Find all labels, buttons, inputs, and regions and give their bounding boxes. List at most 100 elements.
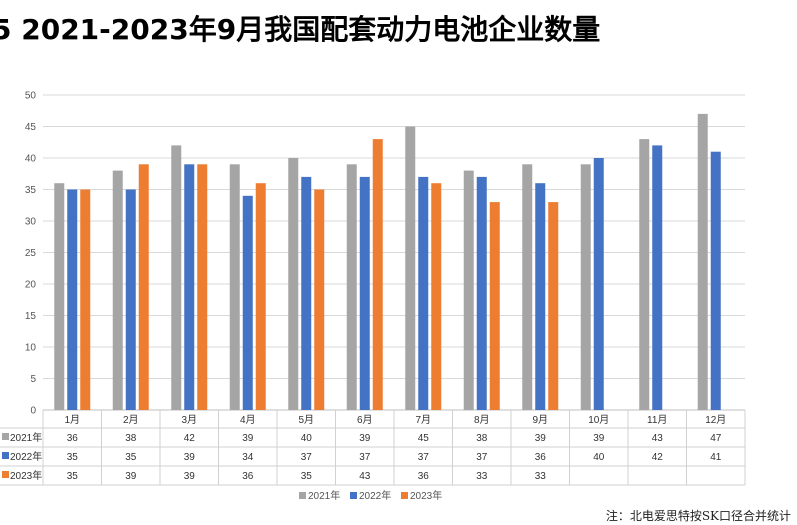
bar	[80, 189, 91, 410]
category-label: 3月	[181, 414, 197, 426]
bar	[138, 164, 149, 410]
bar	[314, 189, 325, 410]
y-tick-label: 10	[25, 343, 37, 354]
data-label: 39	[535, 433, 547, 444]
data-label: 39	[359, 433, 371, 444]
data-label: 41	[710, 452, 722, 463]
legend-label: 2022年	[359, 489, 391, 502]
bar	[548, 202, 559, 410]
y-tick-label: 0	[30, 406, 36, 417]
bar	[476, 176, 487, 410]
bar	[171, 145, 182, 410]
category-label: 11月	[647, 414, 667, 426]
category-label: 10月	[588, 414, 609, 426]
data-label: 39	[593, 433, 605, 444]
data-label: 36	[242, 471, 254, 482]
y-tick-label: 5	[30, 374, 36, 385]
data-label: 40	[301, 433, 313, 444]
data-label: 33	[476, 471, 488, 482]
data-label: 40	[593, 452, 605, 463]
y-tick-label: 20	[25, 280, 37, 291]
series-label: 2022年	[10, 450, 42, 463]
data-label: 39	[184, 471, 196, 482]
bar	[346, 164, 357, 410]
y-tick-label: 30	[25, 217, 37, 228]
bar	[125, 189, 136, 410]
category-label: 8月	[474, 414, 490, 426]
data-label: 37	[301, 452, 313, 463]
data-label: 33	[535, 471, 547, 482]
category-label: 12月	[705, 414, 726, 426]
source-note: 注：北电爱思特按SK口径合并统计	[605, 509, 791, 523]
legend-label: 2021年	[308, 489, 340, 502]
data-label: 45	[418, 433, 430, 444]
y-tick-label: 50	[25, 91, 37, 102]
bar	[67, 189, 78, 410]
bar	[288, 158, 299, 410]
data-label: 34	[242, 452, 254, 463]
data-label: 42	[652, 452, 664, 463]
chart-title: 5 2021-2023年9月我国配套动力电池企业数量	[0, 13, 601, 46]
data-label: 35	[67, 471, 79, 482]
data-label: 35	[67, 452, 79, 463]
bar	[652, 145, 663, 410]
bar	[580, 164, 591, 410]
data-label: 37	[418, 452, 430, 463]
data-label: 42	[184, 433, 196, 444]
bar	[112, 170, 123, 410]
legend: 2021年 2022年 2023年	[299, 489, 442, 502]
y-tick-label: 35	[25, 185, 37, 196]
bar	[535, 183, 546, 410]
bar	[54, 183, 65, 410]
legend-label: 2023年	[410, 489, 442, 502]
bar	[431, 183, 442, 410]
series-label: 2023年	[10, 469, 42, 482]
data-label: 35	[125, 452, 137, 463]
legend-key	[2, 452, 9, 459]
data-label: 39	[242, 433, 254, 444]
data-label: 39	[125, 471, 137, 482]
bar	[242, 195, 253, 410]
legend-key	[350, 492, 357, 499]
category-label: 9月	[532, 414, 548, 426]
bar	[593, 158, 604, 410]
data-label: 36	[535, 452, 547, 463]
bar	[710, 151, 721, 410]
bar	[197, 164, 208, 410]
bar	[229, 164, 240, 410]
bar	[697, 113, 708, 411]
data-label: 43	[652, 433, 664, 444]
category-label: 6月	[357, 414, 373, 426]
category-label: 4月	[240, 414, 256, 426]
y-tick-label: 45	[25, 122, 37, 133]
y-tick-label: 40	[25, 154, 37, 165]
series-label: 2021年	[10, 431, 42, 444]
data-label: 43	[359, 471, 371, 482]
bar	[372, 139, 383, 410]
bar	[359, 176, 370, 410]
bar	[463, 170, 474, 410]
bar	[184, 164, 195, 410]
bar	[301, 176, 312, 410]
data-label: 35	[301, 471, 313, 482]
bar	[489, 202, 500, 410]
data-label: 38	[125, 433, 137, 444]
category-label: 2月	[123, 414, 139, 426]
legend-key	[2, 471, 9, 478]
category-label: 5月	[298, 414, 314, 426]
legend-key	[401, 492, 408, 499]
category-label: 7月	[415, 414, 431, 426]
category-label: 1月	[64, 414, 80, 426]
bar	[255, 183, 266, 410]
y-tick-label: 15	[25, 311, 37, 322]
data-label: 37	[476, 452, 488, 463]
data-label: 37	[359, 452, 371, 463]
data-label: 36	[418, 471, 430, 482]
bars	[54, 113, 721, 411]
legend-key	[299, 492, 306, 499]
data-label: 38	[476, 433, 488, 444]
y-tick-label: 25	[25, 248, 37, 259]
bar	[418, 176, 429, 410]
data-label: 47	[710, 433, 722, 444]
